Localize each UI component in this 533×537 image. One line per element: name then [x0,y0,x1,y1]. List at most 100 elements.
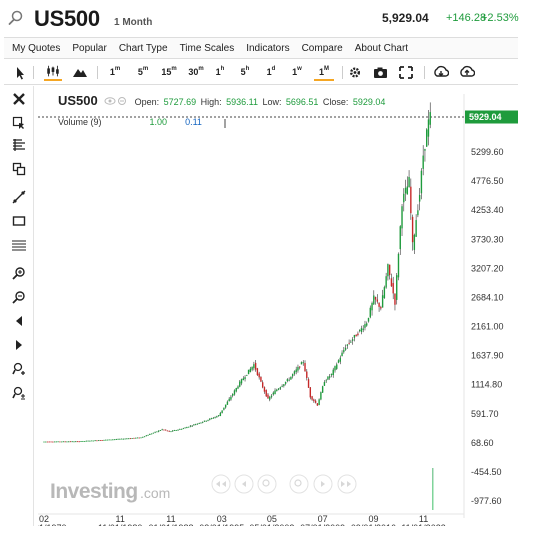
candle-body [76,441,79,443]
x-tick-top-label: 03 [217,514,227,524]
candle-body [45,441,47,443]
price-chart[interactable]: 5299.60 4776.50 4253.40 3730.30 3207.20 2684.… [38,86,518,526]
arrow-left-icon[interactable] [12,314,26,328]
candle-body [200,422,202,424]
candle-body [87,440,89,442]
candle-body [136,437,139,439]
visibility-icon[interactable] [104,96,128,106]
shapes-icon[interactable] [12,162,26,176]
chart-nav-buttons [211,474,357,494]
cursor-icon[interactable] [14,64,26,81]
mountain-icon[interactable] [72,64,88,81]
y-tick-label: 4253.40 [471,205,504,215]
last-price: 5,929.04 [382,11,429,25]
candle-body [343,350,345,353]
candle-body [247,369,250,375]
low-label: Low: [262,97,282,107]
candle-body [133,437,135,439]
nav-first-button[interactable] [211,474,231,494]
menu-about-chart[interactable]: About Chart [354,42,409,54]
timeframe-5h[interactable]: 5h [240,66,250,77]
menu-compare[interactable]: Compare [301,42,343,54]
y-tick-label: -977.60 [471,496,502,506]
candle-body [260,376,262,382]
volume-bar [432,468,434,510]
zoom-in-icon[interactable] [12,266,26,280]
candle-body [269,396,271,400]
menu-my-quotes[interactable]: My Quotes [12,42,61,54]
zoom-out-icon[interactable] [12,290,26,304]
camera-icon[interactable] [373,64,388,81]
upload-icon[interactable] [459,64,475,81]
timeframe-1M[interactable]: 1M [314,64,334,81]
candle-body [224,404,227,408]
candle-body [203,420,206,422]
fibonacci-icon[interactable] [12,138,26,152]
candle-body [232,394,234,396]
candle-body [351,339,354,341]
last-price-tag: 5929.04 [465,110,518,124]
menu-indicators[interactable]: Indicators [246,42,290,54]
add-indicator-icon[interactable] [12,362,26,376]
candle-body [85,440,88,442]
rectangle-icon[interactable] [12,214,26,228]
candle-body [57,441,59,443]
candle-body [142,436,144,438]
nav-zoom-out-button[interactable] [257,474,277,494]
horizontal-lines-icon[interactable] [12,238,26,252]
timeframe-15m[interactable]: 15m [161,66,177,77]
timeframe-1h[interactable]: 1h [215,66,225,77]
menu-popular[interactable]: Popular [72,42,107,54]
close-icon[interactable] [12,92,26,106]
candle-body [279,387,282,389]
timeframe-1m[interactable]: 1m [109,66,121,77]
timeframe-1d[interactable]: 1d [266,66,276,77]
candle-body [403,193,405,203]
gear-icon[interactable] [348,64,362,81]
arrow-right-icon[interactable] [12,338,26,352]
candle-body [258,373,260,378]
y-tick-label: 3207.20 [471,263,504,273]
candle-body [221,410,223,413]
candle-body [198,423,200,425]
timeframe-30m[interactable]: 30m [188,66,204,77]
candle-body [131,438,133,439]
timeframe-1w[interactable]: 1w [292,66,302,77]
period-label: 1 Month [114,17,153,28]
y-tick-label: 5299.60 [471,147,504,157]
candle-body [350,341,352,343]
crosshair-icon[interactable] [12,116,26,130]
candlestick-icon[interactable] [44,64,62,81]
fullscreen-icon[interactable] [399,64,413,81]
candle-body [113,439,116,441]
candle-body [281,385,283,387]
candle-body [367,317,370,322]
x-tick-top-label: 11 [116,514,125,524]
open-value: 5727.69 [163,97,197,107]
candle-body [424,149,426,151]
candle-body [53,441,56,443]
candle-body [284,381,287,384]
download-icon[interactable] [433,64,449,81]
menu-time-scales[interactable]: Time Scales [179,42,235,54]
candle-body [186,427,188,429]
y-axis: 5299.60 4776.50 4253.40 3730.30 3207.20 2684.… [471,147,504,506]
low-value: 5696.51 [285,97,319,107]
search-icon[interactable] [8,10,24,26]
y-tick-label: 1637.90 [471,351,504,361]
candle-body [157,430,160,432]
nav-zoom-in-button[interactable] [289,474,309,494]
candle-body [302,362,304,364]
volume-value-1: 1.00 [149,117,168,127]
candle-body [182,428,185,430]
candle-body [327,376,329,380]
high-value: 5936.11 [226,97,258,107]
add-alert-icon[interactable] [12,386,26,400]
candle-body [261,382,264,388]
menu-chart-type[interactable]: Chart Type [118,42,168,54]
trendline-icon[interactable] [12,190,26,204]
candle-body [122,438,125,440]
candle-body [71,441,73,443]
candle-body [378,302,380,307]
timeframe-5m[interactable]: 5m [137,66,149,77]
